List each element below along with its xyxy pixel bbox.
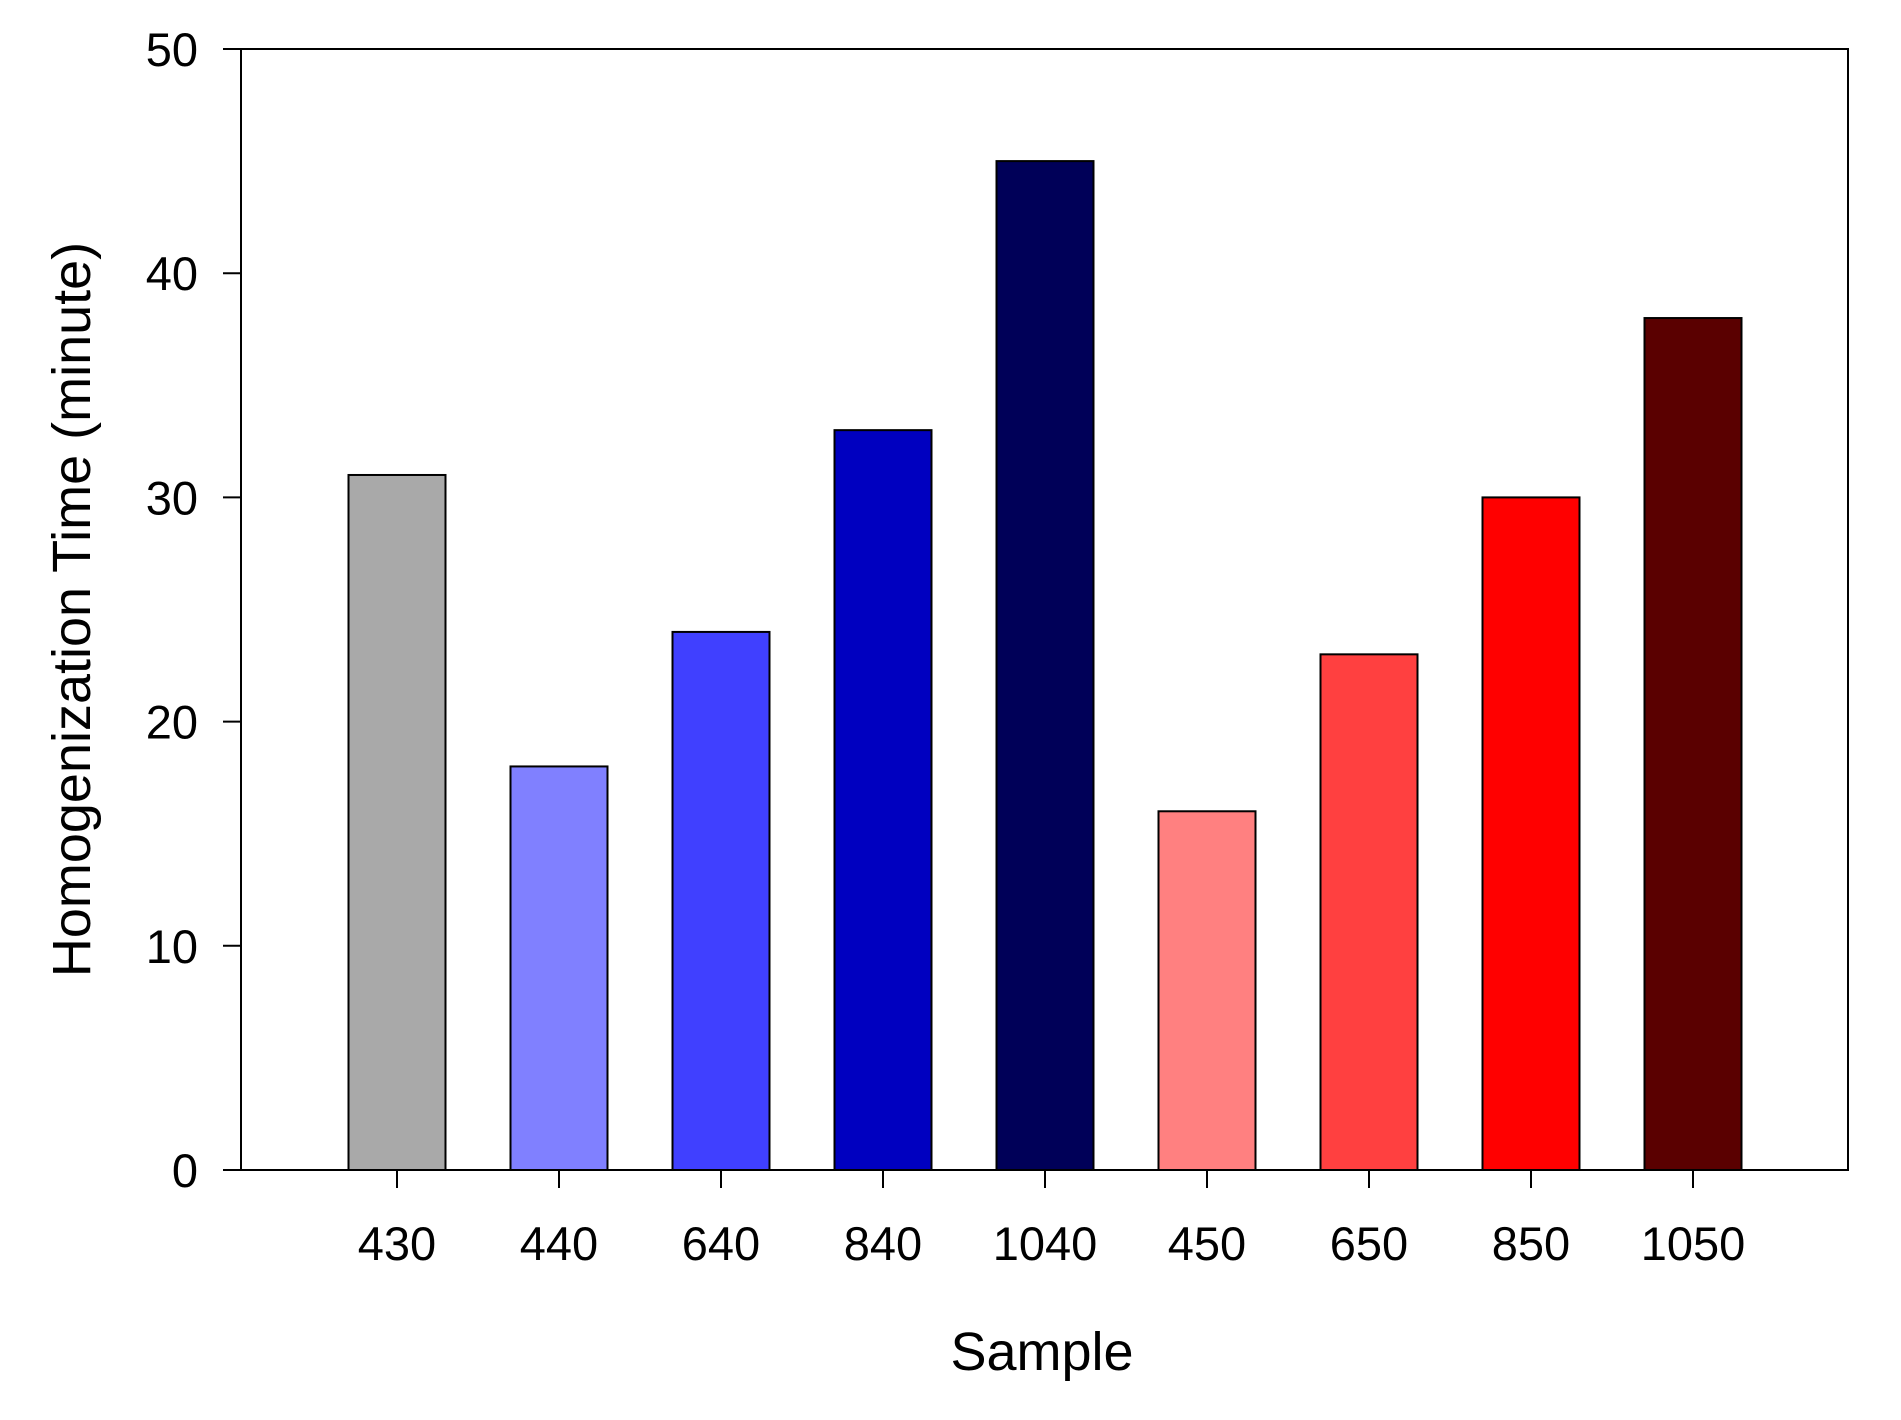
bar-1040 [995, 160, 1095, 1172]
x-tick-label: 1040 [993, 1217, 1098, 1270]
x-axis-title: Sample [950, 1322, 1133, 1382]
x-tick-label: 850 [1492, 1217, 1570, 1270]
bar-430 [347, 473, 447, 1172]
bar-450 [1157, 810, 1257, 1172]
y-tick-label: 30 [146, 471, 198, 524]
y-tick-label: 20 [146, 696, 198, 749]
x-tick-label: 1050 [1641, 1217, 1746, 1270]
bar-840 [833, 429, 933, 1171]
bar-1050 [1643, 317, 1743, 1172]
y-tick-label: 50 [146, 23, 198, 76]
x-tick-label: 840 [844, 1217, 922, 1270]
y-tick-label: 0 [172, 1144, 198, 1197]
bar-640 [671, 630, 771, 1171]
ticks-layer: 430 440 640 840 1040 450 650 850 1050 0 10 20 30 40 50 [146, 23, 1746, 1270]
y-tick-label: 40 [146, 247, 198, 300]
bars-layer [347, 160, 1743, 1172]
y-tick-label: 10 [146, 920, 198, 973]
bar-650 [1319, 653, 1419, 1171]
x-tick-label: 640 [682, 1217, 760, 1270]
x-tick-label: 650 [1330, 1217, 1408, 1270]
x-tick-label: 440 [520, 1217, 598, 1270]
x-tick-label: 430 [358, 1217, 436, 1270]
y-axis-title: Homogenization Time (minute) [42, 242, 102, 977]
x-tick-label: 450 [1168, 1217, 1246, 1270]
bar-850 [1481, 496, 1581, 1171]
bar-440 [509, 765, 609, 1171]
plot-frame [240, 48, 1849, 1171]
